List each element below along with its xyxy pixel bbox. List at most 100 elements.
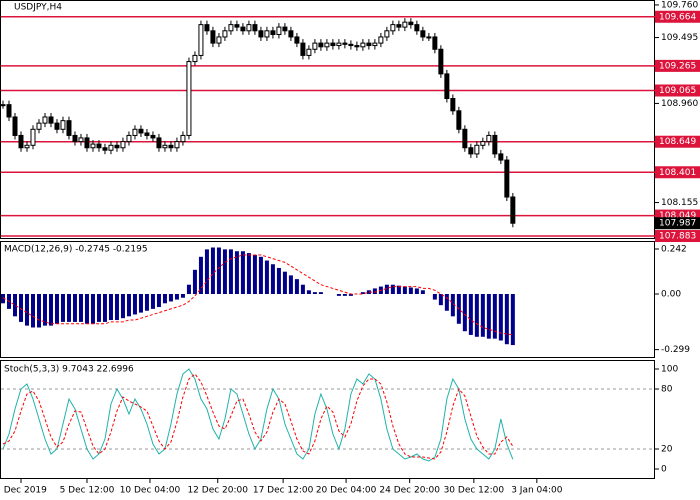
candle: [456, 110, 462, 130]
macd-bar: [408, 287, 413, 295]
macd-bar: [414, 288, 419, 295]
macd-bar: [438, 294, 443, 306]
candle: [360, 42, 366, 48]
level-label: 108.049: [659, 211, 696, 221]
macd-bar: [258, 256, 263, 295]
macd-bar: [234, 251, 239, 295]
candle: [402, 21, 408, 28]
macd-bar: [1, 294, 5, 304]
level-label: 107.883: [659, 232, 696, 242]
level-label-box: [655, 84, 700, 97]
macd-bar: [84, 294, 89, 324]
candle: [252, 24, 258, 32]
candle: [426, 36, 432, 39]
candle: [318, 42, 324, 48]
level-label-box: [655, 59, 700, 72]
candle: [300, 42, 306, 56]
series-line: [2, 254, 513, 336]
macd-bar: [510, 294, 515, 346]
macd-bar: [198, 256, 203, 295]
macd-bar: [480, 294, 485, 337]
y-tick-label: 100: [661, 365, 678, 375]
candle: [270, 30, 276, 35]
candle: [414, 24, 420, 32]
macd-bar: [288, 275, 293, 295]
macd-bar: [156, 294, 161, 308]
candle: [78, 137, 84, 143]
candle: [36, 122, 42, 130]
macd-bar: [132, 294, 137, 315]
candle: [66, 120, 72, 136]
level-label: 109.664: [659, 12, 696, 22]
macd-bar: [48, 294, 53, 326]
candle: [42, 116, 48, 124]
candle: [84, 137, 90, 149]
candle: [114, 144, 120, 149]
candle: [180, 134, 186, 143]
candle: [6, 104, 12, 118]
candle: [96, 143, 102, 149]
macd-bar: [492, 294, 497, 339]
macd-bar: [186, 284, 191, 295]
y-tick-label: 80: [661, 385, 673, 395]
price-panel: [0, 0, 655, 239]
level-label: 108.649: [659, 137, 696, 147]
candle: [30, 128, 36, 146]
macd-bar: [78, 294, 83, 322]
macd-bar: [60, 294, 65, 322]
macd-bar: [450, 294, 455, 317]
y-tick-label: 0: [661, 465, 667, 475]
candle: [108, 144, 114, 151]
macd-bar: [366, 290, 371, 295]
candle: [312, 42, 318, 50]
candle: [246, 24, 252, 32]
macd-bar: [462, 294, 467, 332]
candle: [480, 141, 486, 146]
chart-title: USDJPY,H4: [14, 3, 62, 13]
y-tick-label: 109.760: [661, 0, 698, 10]
macd-bar: [246, 253, 251, 295]
candle: [240, 26, 246, 32]
candle: [384, 30, 390, 38]
macd-bar: [144, 294, 149, 311]
level-label: 109.065: [659, 86, 696, 96]
macd-bar: [216, 247, 221, 295]
candle: [354, 45, 360, 48]
candle: [390, 24, 396, 32]
candle: [60, 120, 66, 130]
y-tick-label: 0.00: [661, 290, 681, 300]
candle: [198, 24, 204, 56]
macd-bar: [486, 294, 491, 339]
y-tick-label: -0.299: [661, 345, 690, 355]
macd-bar: [498, 294, 503, 341]
macd-bar: [240, 251, 245, 295]
candle: [282, 26, 288, 32]
macd-bar: [108, 294, 113, 321]
candle: [90, 143, 96, 149]
series-line: [2, 373, 514, 460]
x-tick-label: 3 Jan 04:00: [511, 486, 563, 496]
level-label: 108.401: [659, 168, 696, 178]
candle: [156, 137, 162, 149]
level-label-box: [655, 230, 700, 243]
series-line: [2, 368, 514, 462]
candle: [288, 30, 294, 38]
macd-bar: [402, 286, 407, 295]
macd-bar: [396, 285, 401, 295]
macd-bar: [66, 294, 71, 322]
macd-bar: [294, 279, 299, 295]
candle: [342, 42, 348, 45]
macd-bar: [342, 294, 347, 296]
candle: [222, 30, 228, 38]
candle: [438, 48, 444, 75]
candle: [258, 30, 264, 38]
macd-bar: [96, 294, 101, 322]
price-label: 107.987: [659, 219, 696, 229]
candle: [126, 134, 132, 143]
stoch-title: Stoch(5,3,3) 9.7043 22.6996: [4, 365, 134, 375]
candle: [204, 24, 210, 32]
macd-bar: [138, 294, 143, 313]
macd-bar: [204, 249, 209, 295]
macd-bar: [384, 284, 389, 295]
